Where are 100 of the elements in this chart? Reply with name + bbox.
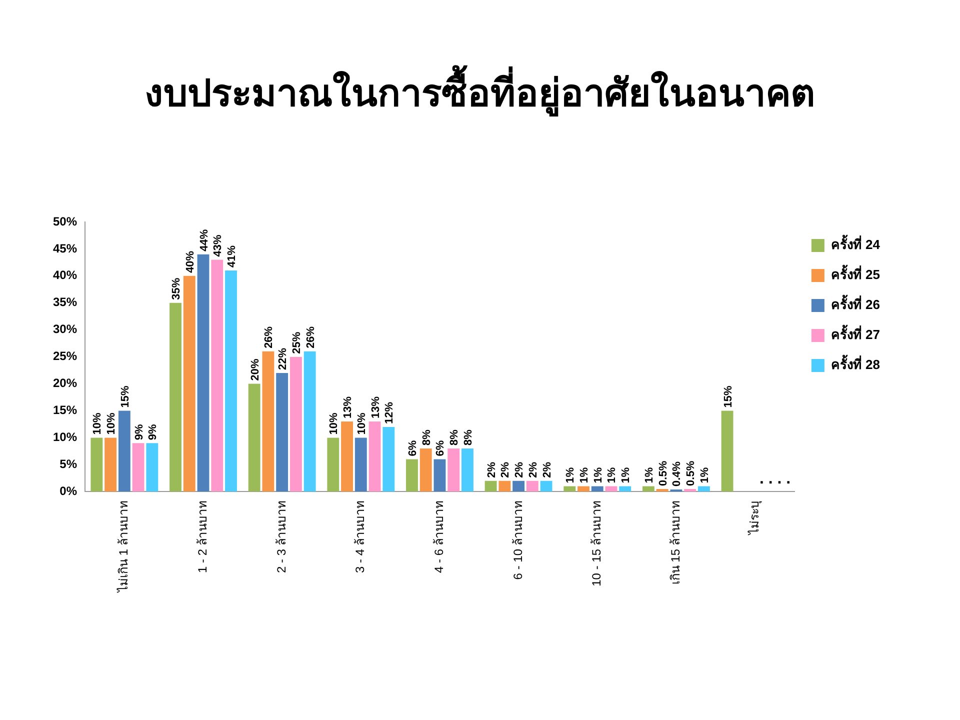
bar [721,410,734,492]
data-label: 10% [356,412,368,435]
data-label: 8% [420,429,433,446]
bar [484,480,497,492]
x-tick-label: 10 - 15 ล้านบาท [590,500,604,586]
data-label: 26% [263,326,276,348]
x-tick-label: 4 - 6 ล้านบาท [432,500,446,574]
data-label: 8% [462,429,474,446]
legend-label: ครั้งที่ 25 [830,264,880,282]
data-label: 2% [527,462,540,478]
data-label: 25% [290,332,303,354]
y-tick-label: 20% [52,376,78,390]
x-tick-label: 3 - 4 ล้านบาท [353,500,368,574]
bar [564,486,576,492]
bar [578,486,590,492]
data-label: 2% [514,462,526,478]
data-label: 0.5% [657,460,670,486]
bar [211,260,224,492]
bar [512,480,525,492]
legend-label: ครั้งที่ 24 [830,234,881,252]
data-label: 2% [541,462,554,478]
data-label: 1% [564,467,577,484]
bar [327,438,340,492]
bar [197,254,210,492]
data-label: 8% [448,429,461,446]
bar [248,384,260,492]
data-label: 43% [212,234,224,257]
y-tick-label: 35% [52,295,78,310]
data-label: 1% [606,467,618,484]
bar [462,448,474,492]
data-label: 44% [198,229,210,252]
data-label: 15% [119,386,132,408]
data-label: 1% [698,467,711,484]
data-label: 0.4% [671,461,684,486]
data-label: 12% [384,402,396,424]
annotation: . . . . [759,470,791,488]
data-label: 10% [106,412,118,435]
bar [341,422,353,492]
y-tick-label: 30% [52,322,78,336]
bar [118,410,130,492]
bar [304,351,316,492]
data-label: 35% [170,278,183,300]
y-tick-label: 15% [52,403,78,418]
bar [619,486,632,492]
bar [591,486,604,492]
legend-label: ครั้งที่ 26 [830,294,880,312]
bar [448,448,460,492]
data-label: 2% [486,462,498,478]
legend-label: ครั้งที่ 27 [830,324,880,342]
y-tick-label: 25% [52,349,78,364]
x-tick-label: 6 - 10 ล้านบาท [510,500,525,580]
bar [90,438,103,492]
bar [262,351,274,492]
data-label: 1% [643,467,656,484]
bar [540,480,552,492]
bar [276,373,288,492]
bar [434,459,446,492]
bar [290,356,302,492]
bar [498,480,511,492]
bar [656,488,668,492]
y-tick-label: 45% [52,241,78,256]
bar [225,270,237,492]
data-label: 22% [277,348,290,370]
data-label: 0.5% [685,460,698,486]
data-label: 6% [406,440,419,456]
data-label: 13% [370,396,382,419]
x-tick-label: เกิน 15 ล้านบาท [668,500,683,585]
bar [132,443,144,492]
data-label: 6% [434,440,447,456]
bar [382,426,395,492]
bar [642,486,654,492]
data-label: 15% [722,386,734,408]
bar [684,488,696,492]
data-label: 9% [133,424,146,440]
data-label: 10% [92,412,104,435]
data-label: 13% [342,396,354,419]
data-label: 20% [249,358,262,381]
bar [146,443,158,492]
y-tick-label: 50% [52,214,78,228]
y-tick-label: 5% [60,457,78,472]
bar [698,486,710,492]
x-tick-label: 2 - 3 ล้านบาท [274,500,288,574]
bar [170,302,182,492]
x-tick-label: ไม่ระบุ [747,500,762,536]
bar [104,438,117,492]
bar [406,459,418,492]
chart-title: งบประมาณในการซื้อที่อยู่อาศัยในอนาคต [144,64,816,118]
bar [354,438,367,492]
y-tick-label: 0% [60,484,78,498]
data-label: 1% [620,467,632,484]
x-tick-label: 1 - 2 ล้านบาท [196,500,210,574]
data-label: 2% [500,462,512,478]
bar [526,480,538,492]
data-label: 26% [304,326,317,348]
data-label: 10% [328,412,340,435]
bar [183,276,196,492]
data-label: 40% [184,250,196,273]
bar [368,422,381,492]
legend-label: ครั้งที่ 28 [830,354,880,372]
bar [420,448,432,492]
